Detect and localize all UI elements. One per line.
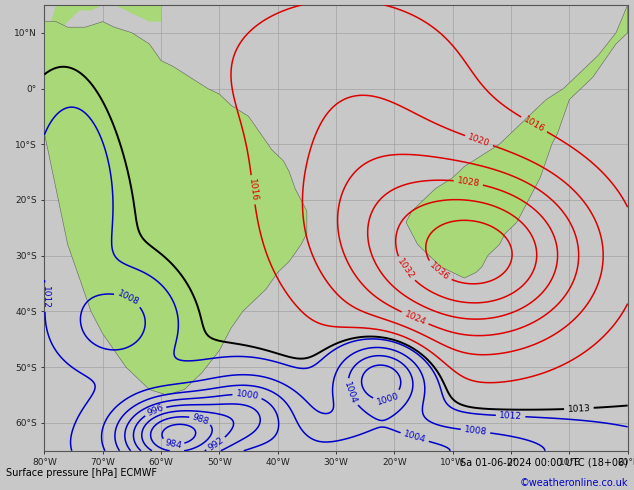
Text: 988: 988 [191,412,210,426]
Text: 984: 984 [164,438,183,450]
Text: 1012: 1012 [499,411,522,421]
Text: 1000: 1000 [235,389,259,401]
Text: 992: 992 [207,436,226,453]
Text: 1028: 1028 [456,176,481,189]
Text: 1008: 1008 [463,425,488,437]
Text: 1020: 1020 [467,132,491,148]
Text: 1004: 1004 [342,380,358,405]
Text: ©weatheronline.co.uk: ©weatheronline.co.uk [519,478,628,488]
Text: 1013: 1013 [567,404,591,414]
Text: 1004: 1004 [403,430,427,445]
Text: 1032: 1032 [395,257,415,281]
Polygon shape [44,5,161,44]
Text: 1024: 1024 [403,309,427,327]
Text: Surface pressure [hPa] ECMWF: Surface pressure [hPa] ECMWF [6,468,157,478]
Text: 1036: 1036 [427,261,451,283]
Text: 996: 996 [146,403,165,418]
Polygon shape [44,22,307,395]
Text: 1016: 1016 [247,178,259,202]
Polygon shape [406,5,628,278]
Text: Sa 01-06-2024 00:00 UTC (18+06): Sa 01-06-2024 00:00 UTC (18+06) [460,458,628,468]
Text: 1008: 1008 [116,289,141,307]
Text: 1016: 1016 [522,115,547,134]
Text: 1012: 1012 [41,286,49,309]
Text: 1000: 1000 [375,391,400,407]
